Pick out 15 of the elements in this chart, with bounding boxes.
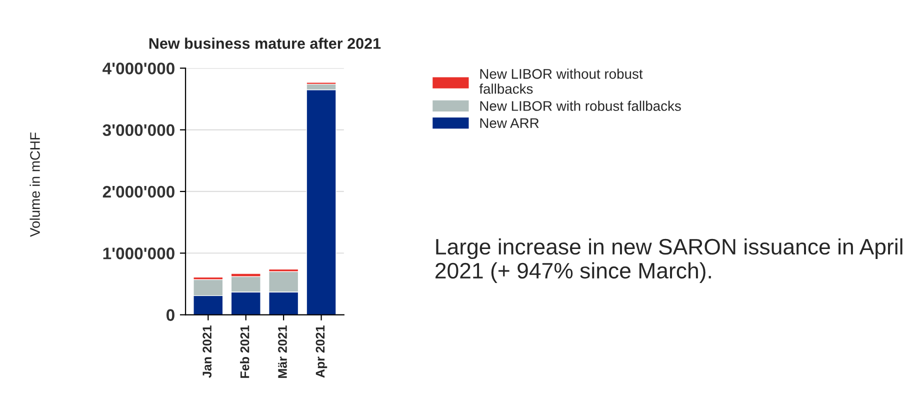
legend-label: New ARR [480, 118, 539, 128]
legend-label: New LIBOR without robust fallbacks [479, 68, 643, 94]
x-tick-label: Mär 2021 [278, 326, 287, 378]
y-axis-title: Volume in mCHF [30, 132, 40, 237]
y-tick-label: 2'000'000 [102, 186, 174, 198]
y-tick-label: 0 [166, 309, 174, 321]
text: Large increase in new SARON issuance in April 2021 (+ 947% since March). [436, 238, 902, 283]
chart-title: New business mature after 2021 [149, 38, 381, 49]
legend-label: New LIBOR with robust fallbacks [480, 100, 681, 111]
x-tick-label: Jan 2021 [202, 326, 212, 378]
x-tick-label: Apr 2021 [316, 326, 328, 378]
y-tick-label: 1'000'000 [103, 248, 174, 260]
y-tick-label: 3'000'000 [102, 124, 174, 136]
x-tick-label: Feb 2021 [240, 326, 250, 378]
y-tick-label: 4'000'000 [102, 62, 174, 74]
